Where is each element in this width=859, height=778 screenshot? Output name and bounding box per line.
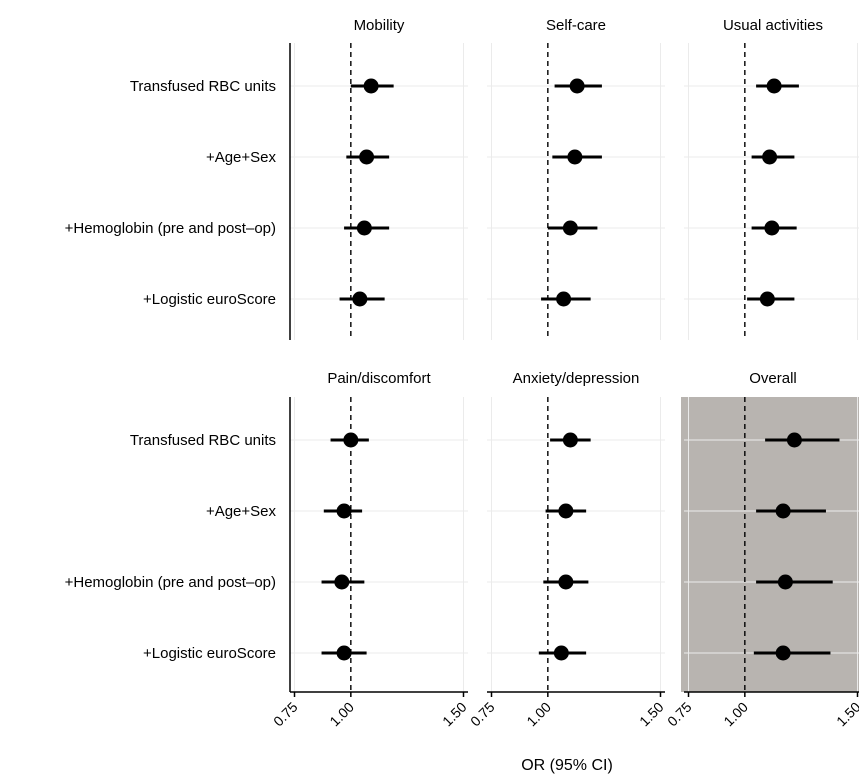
point-estimate-usual-activities: [759, 291, 775, 307]
point-estimate-overall: [786, 432, 802, 448]
x-tick-label: 0.75: [664, 699, 695, 730]
point-estimate-mobility: [363, 78, 379, 94]
row-label: +Hemoglobin (pre and post–op): [65, 220, 276, 237]
point-estimate-anxiety-depression: [562, 432, 578, 448]
point-estimate-mobility: [352, 291, 368, 307]
point-estimate-self-care: [567, 149, 583, 165]
x-tick-label: 1.00: [720, 699, 751, 730]
row-label: +Hemoglobin (pre and post–op): [65, 574, 276, 591]
point-estimate-mobility: [359, 149, 375, 165]
point-estimate-anxiety-depression: [558, 503, 574, 519]
row-label: +Age+Sex: [206, 149, 277, 166]
panel-title-self-care: Self-care: [546, 17, 606, 34]
x-tick-label: 1.00: [326, 699, 357, 730]
point-estimate-overall: [775, 503, 791, 519]
x-tick-label: 1.00: [523, 699, 554, 730]
point-estimate-self-care: [569, 78, 585, 94]
point-estimate-anxiety-depression: [558, 574, 574, 590]
row-label: Transfused RBC units: [130, 432, 276, 449]
panel-title-overall: Overall: [749, 370, 797, 387]
point-estimate-pain-discomfort: [343, 432, 359, 448]
x-tick-label: 1.50: [833, 699, 859, 730]
panel-title-anxiety-depression: Anxiety/depression: [513, 370, 640, 387]
point-estimate-pain-discomfort: [334, 574, 350, 590]
x-tick-label: 1.50: [439, 699, 470, 730]
point-estimate-overall: [777, 574, 793, 590]
panel-title-pain-discomfort: Pain/discomfort: [327, 370, 431, 387]
point-estimate-self-care: [556, 291, 572, 307]
point-estimate-pain-discomfort: [336, 645, 352, 661]
row-label: +Logistic euroScore: [143, 645, 276, 662]
panel-title-usual-activities: Usual activities: [723, 17, 823, 34]
panel-title-mobility: Mobility: [354, 17, 405, 34]
point-estimate-usual-activities: [766, 78, 782, 94]
point-estimate-overall: [775, 645, 791, 661]
panel-backgrounds: [681, 397, 859, 692]
row-label: +Logistic euroScore: [143, 291, 276, 308]
x-axis-title: OR (95% CI): [521, 757, 613, 774]
chart-labels: Mobility Transfused RBC units +Age+Sex +Hem…: [65, 17, 859, 729]
row-label: Transfused RBC units: [130, 78, 276, 95]
chart-marks: [289, 43, 859, 697]
point-estimate-usual-activities: [764, 220, 780, 236]
row-label: +Age+Sex: [206, 503, 277, 520]
point-estimate-pain-discomfort: [336, 503, 352, 519]
x-tick-label: 1.50: [636, 699, 667, 730]
panel-background-overall: [681, 397, 859, 692]
point-estimate-self-care: [562, 220, 578, 236]
point-estimate-usual-activities: [762, 149, 778, 165]
x-tick-label: 0.75: [467, 699, 498, 730]
point-estimate-anxiety-depression: [553, 645, 569, 661]
point-estimate-mobility: [356, 220, 372, 236]
x-tick-label: 0.75: [270, 699, 301, 730]
